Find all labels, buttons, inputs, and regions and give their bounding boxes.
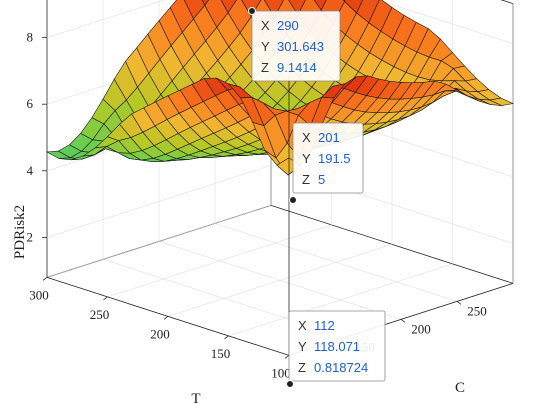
datatip-marker [286, 380, 294, 388]
y-tick [456, 301, 462, 305]
z-tick-label: 4 [27, 163, 34, 178]
datatip-label: X [261, 18, 270, 33]
datatip-value: 112 [314, 318, 335, 333]
datatip-value: 191.5 [318, 151, 351, 166]
z-axis-label: PDRisk2 [12, 205, 28, 259]
datatip-value: 118.071 [314, 339, 360, 354]
datatip-label: Y [261, 39, 270, 54]
datatip-label: X [302, 130, 311, 145]
x-tick [103, 296, 108, 301]
x-tick [42, 277, 48, 281]
z-tick-label: 8 [27, 30, 34, 45]
datatip-label: Y [298, 339, 307, 354]
datatip-label: X [298, 318, 307, 333]
y-tick-label: 250 [467, 303, 487, 318]
datatip: X 290 Y 301.643 Z 9.1414 [248, 7, 341, 82]
datatip-value: 5 [318, 172, 325, 187]
x-tick [224, 335, 229, 340]
datatip-value: 301.643 [277, 39, 324, 54]
x-tick-label: 250 [90, 307, 110, 322]
datatip: X 201 Y 191.5 Z 5 [289, 122, 364, 204]
datatip-box [251, 10, 341, 82]
datatip-label: Z [302, 172, 310, 187]
datatip-label: Y [302, 151, 311, 166]
datatip-value: 290 [277, 18, 299, 33]
y-axis-label: C [455, 380, 465, 396]
datatip: X 112 Y 118.071 Z 0.818724 [286, 310, 386, 388]
datatip-box [288, 310, 386, 382]
datatip-value: 9.1414 [277, 60, 317, 75]
y-gridline [214, 223, 458, 302]
datatip-value: 0.818724 [314, 360, 368, 375]
surface-patch [313, 0, 327, 11]
datatip-box [292, 122, 364, 194]
x-tick [284, 355, 290, 359]
datatip-marker [248, 7, 256, 15]
datatip-label: Z [261, 60, 269, 75]
x-tick [163, 316, 169, 320]
datatip-marker [289, 196, 297, 204]
x-tick-label: 200 [150, 326, 170, 341]
surface-patch [201, 0, 210, 6]
x-tick-label: 300 [29, 287, 49, 302]
z-tick-label: 6 [27, 96, 34, 111]
x-tick-label: 100 [271, 365, 291, 380]
y-gridline [158, 241, 402, 320]
x-tick-label: 150 [211, 346, 231, 361]
datatip-label: Z [298, 360, 306, 375]
datatip-value: 201 [318, 130, 340, 145]
z-tick-label: 2 [27, 229, 34, 244]
x-axis-label: T [191, 391, 200, 407]
y-tick-label: 200 [411, 321, 431, 336]
y-tick [400, 319, 406, 323]
